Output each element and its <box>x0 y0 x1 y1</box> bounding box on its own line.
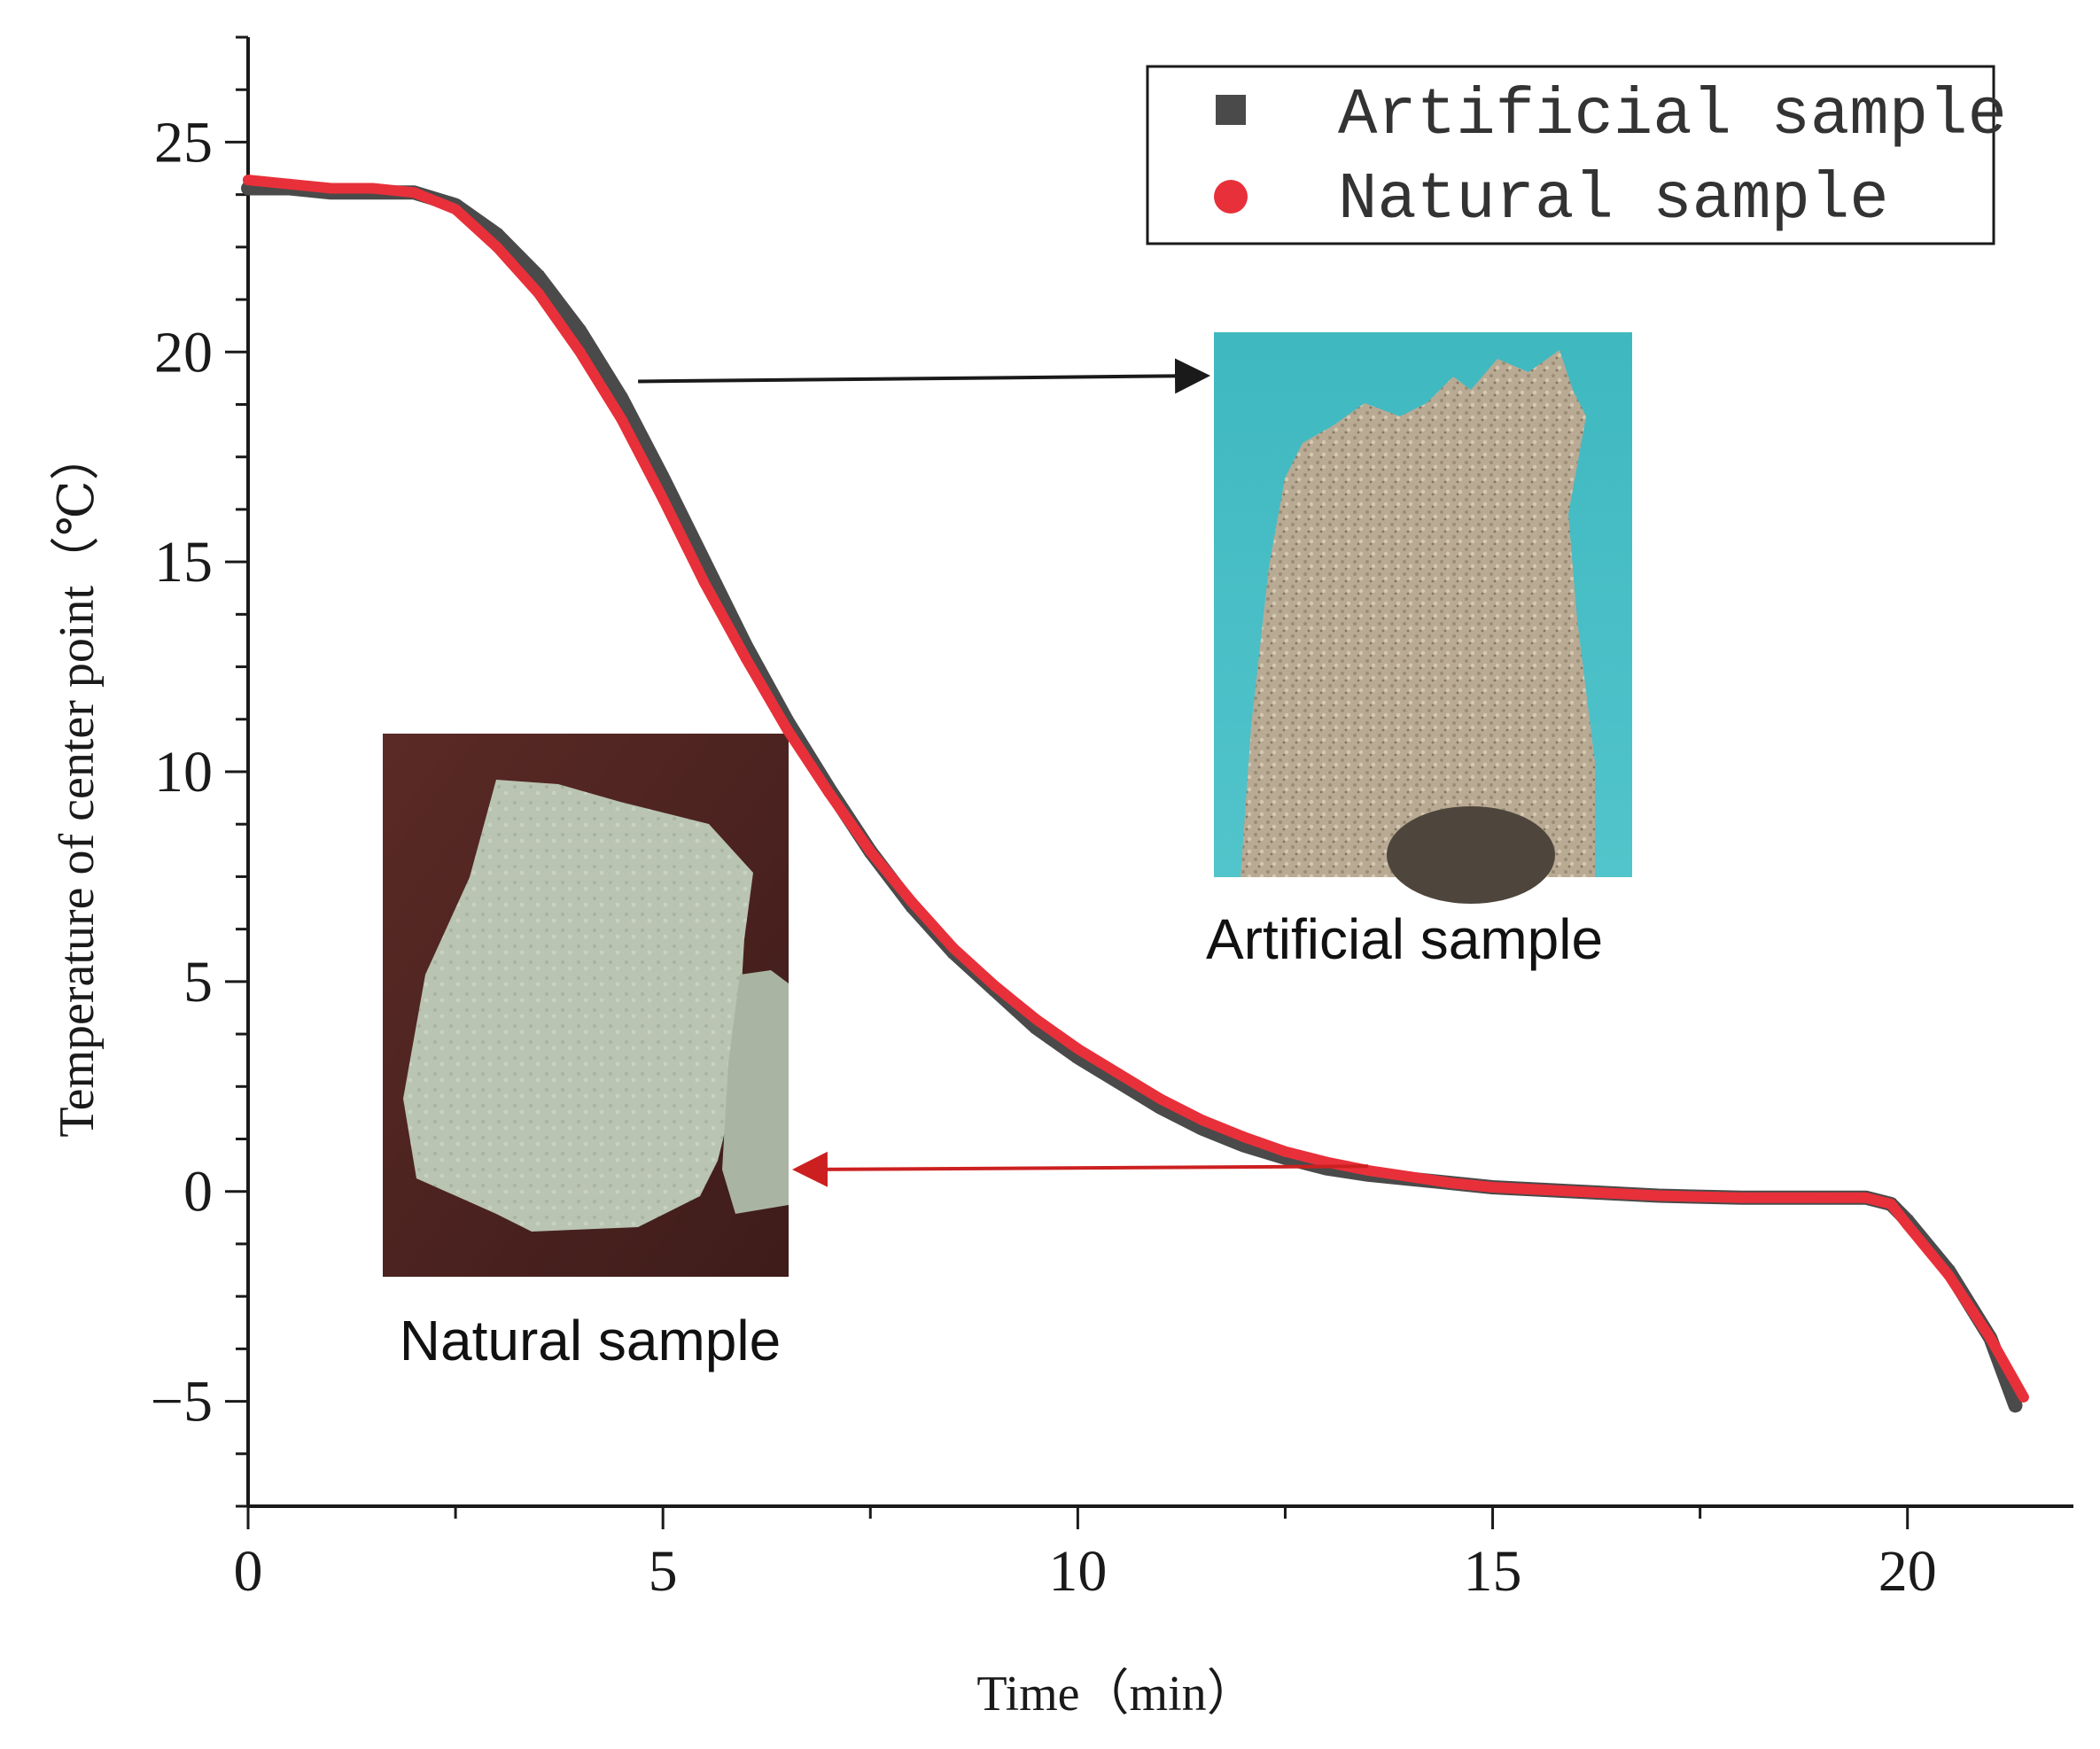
natural-data-point <box>1114 1069 1125 1080</box>
artificial-data-point <box>699 556 710 568</box>
natural-data-point <box>2018 1391 2029 1403</box>
artificial-data-point <box>243 183 253 194</box>
natural-data-point <box>782 724 793 735</box>
x-tick-label: 10 <box>1048 1539 1107 1604</box>
natural-data-point <box>1886 1198 1896 1209</box>
y-tick-label: 15 <box>154 530 213 595</box>
legend-label-natural: Natural sample <box>1338 163 1889 237</box>
natural-data-point <box>906 896 918 907</box>
natural-data-point <box>491 241 502 253</box>
natural-data-point <box>657 494 669 505</box>
y-tick-label: 5 <box>183 950 213 1014</box>
x-tick-label: 20 <box>1878 1539 1937 1604</box>
natural-data-point <box>1445 1178 1457 1189</box>
natural-data-point <box>1653 1190 1664 1201</box>
natural-data-point <box>284 178 295 190</box>
natural-sample-caption: Natural sample <box>400 1309 781 1372</box>
natural-data-point <box>450 204 462 215</box>
natural-data-point <box>325 183 337 194</box>
artificial-sample-caption: Artificial sample <box>1206 907 1603 971</box>
series-layer <box>241 175 2029 1413</box>
natural-data-point <box>1072 1043 1084 1054</box>
legend-label-artificial: Artificial sample <box>1338 79 2007 153</box>
natural-data-point <box>989 980 1000 991</box>
natural-data-point <box>574 346 586 358</box>
x-tick-label: 5 <box>649 1539 678 1604</box>
x-tick-label: 0 <box>234 1539 263 1604</box>
artificial-data-point <box>657 472 669 484</box>
natural-data-point <box>408 187 420 198</box>
y-tick-label: 10 <box>154 740 213 805</box>
natural-data-point <box>616 414 627 425</box>
natural-data-point <box>740 653 751 665</box>
natural-data-point <box>367 183 378 194</box>
natural-data-point <box>1943 1270 1955 1281</box>
natural-data-point <box>1902 1219 1913 1231</box>
x-tick-label: 15 <box>1464 1539 1522 1604</box>
legend-box <box>1146 65 1995 245</box>
y-tick-label: 25 <box>154 110 213 175</box>
artificial-data-point <box>491 229 502 240</box>
tick-labels: 0 5 10 15 20 −5 0 5 10 15 20 25 <box>151 110 1937 1604</box>
natural-data-point <box>947 942 959 953</box>
natural-data-point <box>1196 1115 1208 1126</box>
natural-data-point <box>1736 1192 1747 1203</box>
artificial-data-point <box>574 325 586 337</box>
natural-data-point <box>1031 1014 1042 1025</box>
artificial-sample-photo <box>1214 332 1632 904</box>
arrow-to-natural-photo <box>792 1151 1369 1187</box>
annotation-arrows <box>638 358 1369 1187</box>
natural-data-point <box>699 577 710 588</box>
natural-data-point <box>865 846 876 858</box>
natural-data-point <box>1819 1192 1831 1203</box>
legend-marker-natural <box>1214 180 1248 214</box>
natural-data-point <box>1860 1192 1871 1203</box>
arrow-to-artificial-photo <box>638 358 1210 394</box>
natural-data-point <box>1238 1131 1249 1143</box>
natural-data-point <box>533 287 544 299</box>
ticks <box>225 35 1909 1529</box>
legend: Artificial sample Natural sample <box>1146 65 2007 245</box>
y-tick-label: −5 <box>151 1370 213 1434</box>
y-tick-label: 0 <box>183 1160 213 1224</box>
y-tick-label: 20 <box>154 320 213 385</box>
natural-sample-photo <box>383 734 789 1277</box>
natural-data-point <box>1279 1146 1291 1157</box>
natural-data-point <box>1570 1185 1582 1197</box>
artificial-data-point <box>533 271 544 283</box>
legend-marker-artificial <box>1216 95 1246 125</box>
natural-data-point <box>1985 1333 1996 1344</box>
artificial-data-point <box>616 393 627 404</box>
x-axis-title: Time（min） <box>976 1667 1256 1722</box>
natural-data-point <box>243 175 253 186</box>
natural-data-point <box>1155 1093 1166 1105</box>
natural-data-point <box>823 787 835 798</box>
natural-data-point <box>1487 1181 1498 1193</box>
natural-data-point <box>1404 1171 1415 1183</box>
artificial-data-point <box>2010 1400 2021 1411</box>
y-axis-title: Temperature of center point（℃） <box>50 431 105 1137</box>
